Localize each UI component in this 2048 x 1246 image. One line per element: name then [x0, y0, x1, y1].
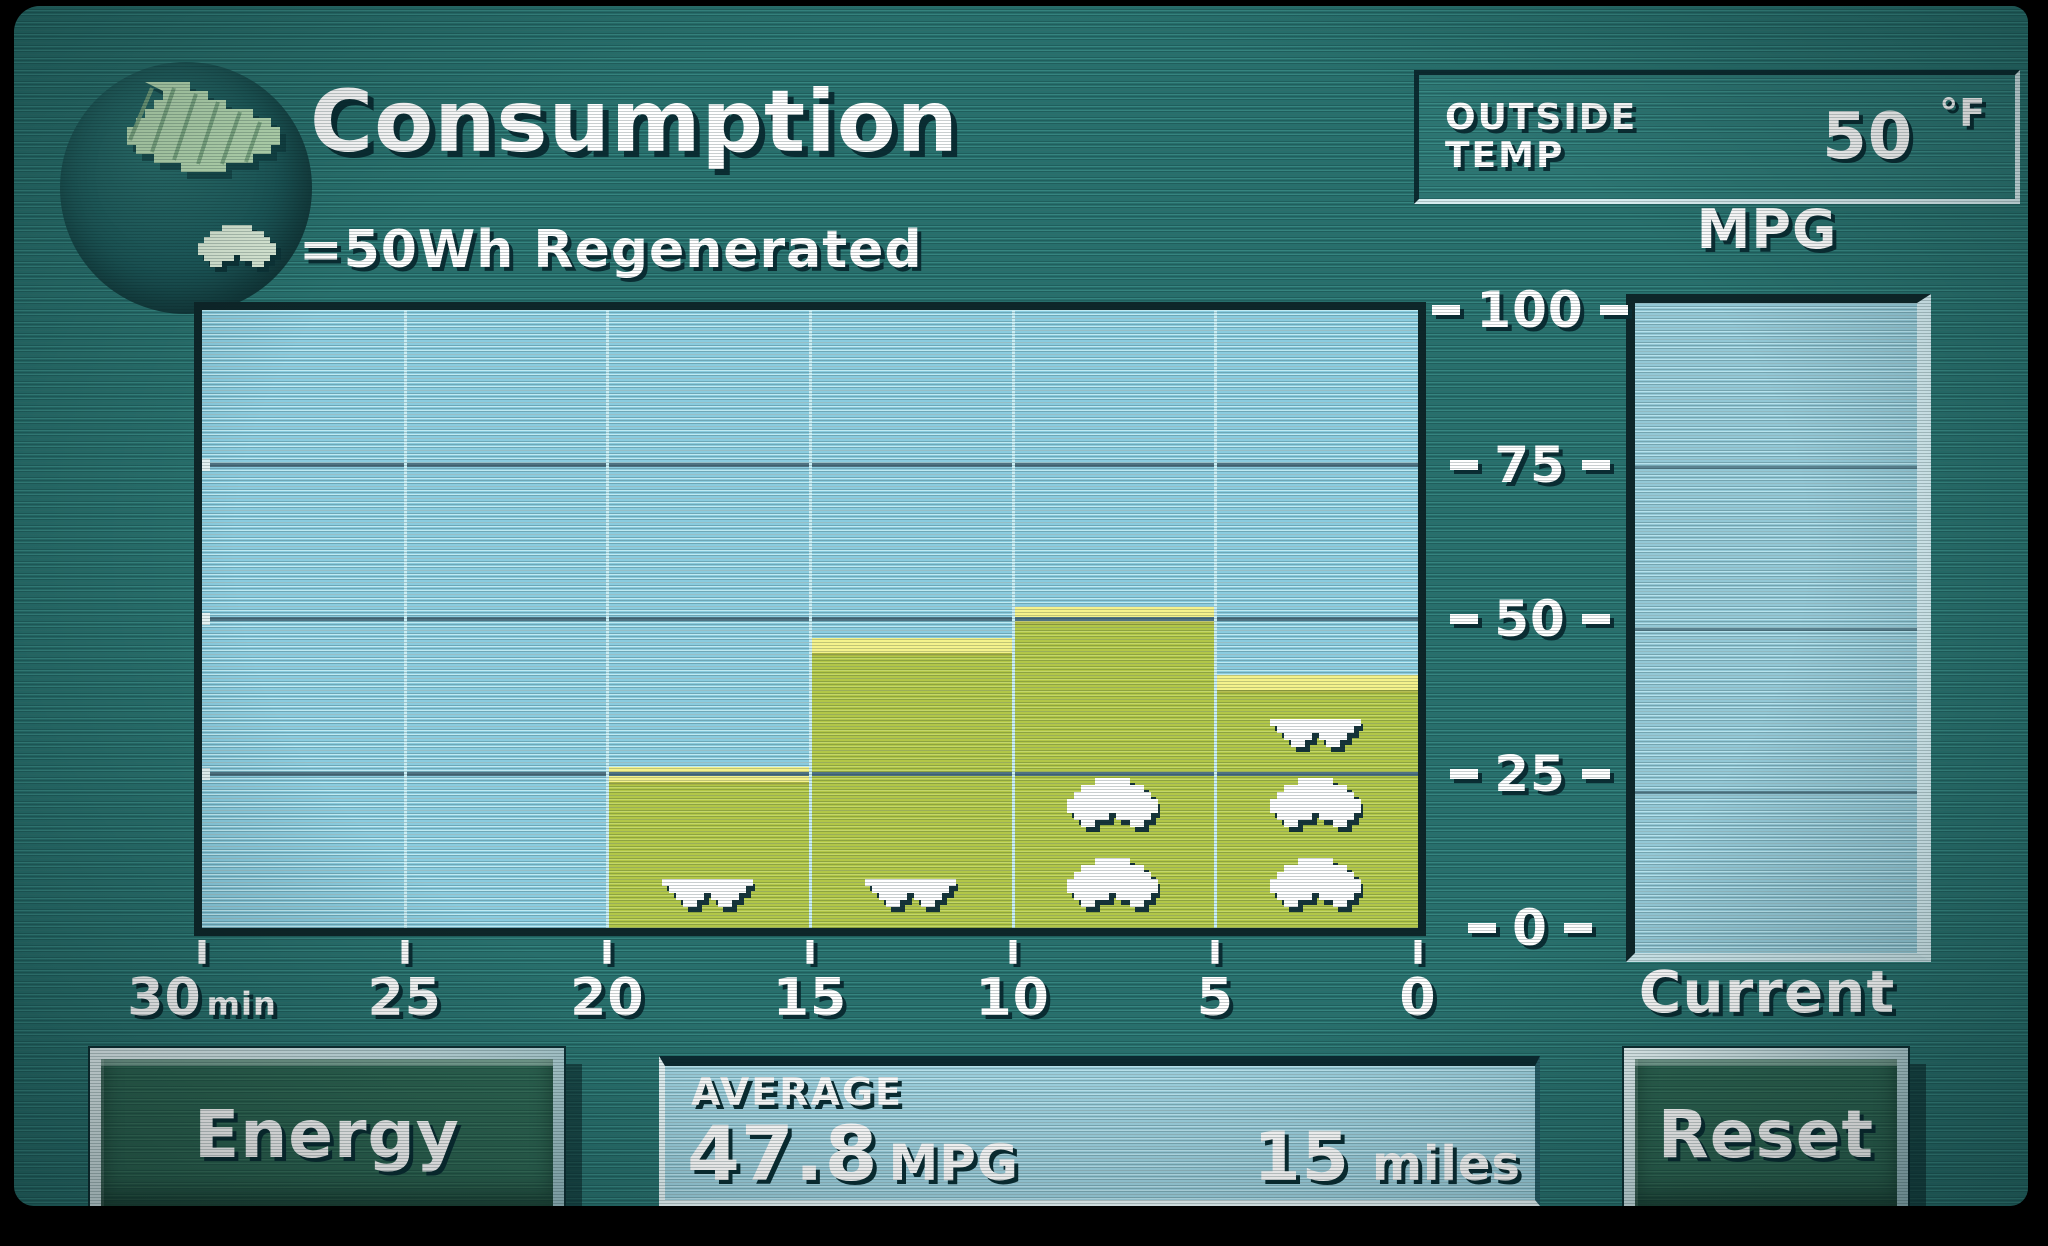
- regen-legend: =50Wh Regenerated: [198, 220, 923, 280]
- tick-dash: [1468, 923, 1497, 933]
- energy-button[interactable]: Energy: [88, 1046, 566, 1206]
- consumption-chart-frame: [194, 302, 1426, 936]
- y-tick-100: 100: [1427, 281, 1633, 339]
- trip-distance-value: 15: [1253, 1118, 1350, 1197]
- y-tick-value: 0: [1512, 899, 1548, 957]
- regen-icon-full: [1215, 778, 1418, 832]
- time-gridline: [1011, 310, 1015, 928]
- regen-icon-full: [1013, 778, 1216, 832]
- x-tick-label-5: 5: [1196, 968, 1234, 1028]
- regen-icon-partial: [810, 879, 1013, 912]
- time-gridline: [809, 310, 812, 928]
- x-tick-label-15: 15: [772, 968, 848, 1028]
- time-gridline: [606, 310, 610, 928]
- y-tick-25: 25: [1427, 745, 1633, 803]
- y-tick-value: 50: [1494, 590, 1566, 648]
- reset-button[interactable]: Reset: [1622, 1046, 1910, 1206]
- current-box-divider: [1635, 790, 1917, 794]
- tick-dash: [1581, 459, 1610, 470]
- tick-dash: [1450, 768, 1479, 779]
- average-label: AVERAGE: [691, 1070, 904, 1114]
- time-gridline: [403, 310, 407, 928]
- current-mpg-bar: [1626, 294, 1931, 962]
- x-tick-mark: [401, 940, 409, 964]
- tick-dash: [1581, 614, 1610, 624]
- mpg-axis-title: MPG: [1696, 198, 1838, 261]
- average-readout: 47.8 MPG 15 miles: [687, 1109, 1521, 1198]
- bar-cap: [810, 637, 1013, 653]
- consumption-screen: Consumption =50Wh Regenerated OUTSIDE TE…: [14, 6, 2028, 1206]
- x-tick-mark: [603, 940, 611, 964]
- outside-temp-label: OUTSIDE TEMP: [1445, 97, 1638, 176]
- trip-distance-unit: miles: [1371, 1136, 1521, 1192]
- tick-dash: [1432, 305, 1461, 315]
- x-tick-label-30min: 30 min: [127, 968, 277, 1028]
- current-box-divider: [1635, 465, 1917, 469]
- x-tick-label-25: 25: [367, 968, 442, 1028]
- axis-nub: [202, 613, 210, 625]
- y-tick-75: 75: [1427, 436, 1633, 494]
- reset-button-label: Reset: [1657, 1095, 1875, 1173]
- average-mpg-value: 47.8: [687, 1109, 879, 1198]
- axis-nub: [202, 458, 210, 471]
- eco-car-icon: [127, 82, 286, 179]
- time-x-axis: 30 min 25 20 15 10 5 0: [127, 938, 1436, 1048]
- tick-dash: [1450, 614, 1479, 624]
- y-tick-value: 25: [1494, 744, 1566, 803]
- x-tick-mark: [198, 940, 206, 964]
- mpg-y-axis: 100 75 50 25 0: [1427, 281, 1633, 957]
- regen-icon-partial: [607, 879, 810, 912]
- axis-nub: [202, 767, 210, 780]
- x-tick-label-20: 20: [570, 968, 645, 1028]
- y-tick-0: 0: [1427, 899, 1633, 957]
- current-bar-label: Current: [1638, 958, 1896, 1026]
- energy-button-label: Energy: [194, 1095, 460, 1173]
- x-tick-mark: [806, 940, 814, 964]
- y-tick-value: 75: [1494, 435, 1566, 494]
- x-tick-mark: [1414, 940, 1422, 964]
- average-panel: AVERAGE 47.8 MPG 15 miles: [659, 1056, 1540, 1206]
- x-tick-mark: [1009, 940, 1017, 964]
- x-tick-label-0: 0: [1399, 968, 1437, 1028]
- tick-dash: [1563, 923, 1592, 933]
- y-tick-value: 100: [1476, 281, 1584, 339]
- tick-dash: [1599, 305, 1628, 315]
- x-tick-label-10: 10: [975, 968, 1050, 1028]
- energy-button-face: Energy: [101, 1059, 553, 1206]
- bar-cap: [1215, 674, 1418, 690]
- regen-icon-partial: [1215, 719, 1418, 752]
- regen-legend-icon: [198, 224, 281, 276]
- time-gridline: [1214, 310, 1218, 928]
- regen-icon-full: [1013, 858, 1216, 912]
- outside-temp-unit: °F: [1939, 91, 1987, 135]
- mpg-bar-15-10min: [810, 637, 1013, 928]
- tick-dash: [1450, 459, 1479, 470]
- y-tick-50: 50: [1427, 590, 1633, 648]
- tick-dash: [1581, 768, 1610, 779]
- regen-icon-full: [1215, 858, 1418, 912]
- regen-legend-text: =50Wh Regenerated: [299, 220, 923, 280]
- reset-button-face: Reset: [1635, 1059, 1897, 1206]
- x-tick-mark: [1211, 940, 1219, 964]
- consumption-chart: [202, 310, 1418, 928]
- current-box-divider: [1635, 628, 1917, 631]
- page-title: Consumption: [310, 72, 959, 172]
- average-mpg-unit: MPG: [888, 1134, 1019, 1192]
- outside-temp-value: 50: [1822, 100, 1914, 174]
- outside-temp-box: OUTSIDE TEMP 50 °F: [1414, 70, 2020, 204]
